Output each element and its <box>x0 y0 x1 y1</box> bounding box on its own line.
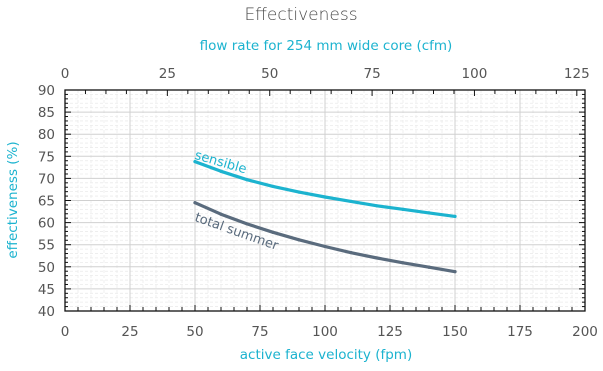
y-tick-label: 45 <box>38 282 55 298</box>
x-tick-label: 125 <box>377 324 403 340</box>
y-tick-label: 60 <box>38 216 55 232</box>
y-tick-label: 85 <box>38 105 55 121</box>
series-point <box>349 200 352 203</box>
y-tick-label: 70 <box>38 171 55 187</box>
grid <box>65 90 585 311</box>
y-tick-label: 65 <box>38 194 55 210</box>
series-point <box>193 201 196 204</box>
x-tick-label: 100 <box>312 324 338 340</box>
series-point <box>401 208 404 211</box>
x2-tick-label: 50 <box>261 66 278 82</box>
y-tick-label: 90 <box>38 83 55 99</box>
y-tick-label: 75 <box>38 149 55 165</box>
series-point <box>427 266 430 269</box>
series-point <box>323 195 326 198</box>
series-point <box>323 245 326 248</box>
y-tick-label: 50 <box>38 260 55 276</box>
chart-title: Effectiveness <box>244 5 357 25</box>
x2-tick-label: 100 <box>462 66 488 82</box>
x-tick-label: 75 <box>251 324 268 340</box>
series-point <box>271 185 274 188</box>
x-tick-label: 150 <box>442 324 468 340</box>
series-point <box>401 261 404 264</box>
top-axis-title: flow rate for 254 mm wide core (cfm) <box>200 38 453 54</box>
series-point <box>453 270 456 273</box>
series-point <box>245 178 248 181</box>
x2-tick-label: 125 <box>564 66 590 82</box>
tick-labels: 0 25 50 75 100 125 150 175 200 0 25 50 75 100 125 40 45 5… <box>38 66 598 340</box>
series-point <box>453 215 456 218</box>
x-axis-title: active face velocity (fpm) <box>240 347 412 363</box>
x2-tick-label: 25 <box>159 66 176 82</box>
x-tick-label: 175 <box>507 324 533 340</box>
series-label: sensible <box>193 148 248 177</box>
y-tick-label: 55 <box>38 238 55 254</box>
x-tick-label: 200 <box>572 324 598 340</box>
x-tick-label: 0 <box>61 324 70 340</box>
x2-tick-label: 75 <box>363 66 380 82</box>
y-tick-label: 40 <box>38 304 55 320</box>
series-point <box>297 238 300 241</box>
series-point <box>245 222 248 225</box>
series-point <box>219 213 222 216</box>
x-tick-label: 50 <box>186 324 203 340</box>
series-point <box>375 204 378 207</box>
x-tick-label: 25 <box>121 324 138 340</box>
x2-tick-label: 0 <box>61 66 70 82</box>
y-tick-label: 80 <box>38 127 55 143</box>
series-point <box>297 191 300 194</box>
series-point <box>271 231 274 234</box>
series-point <box>375 256 378 259</box>
y-axis-title: effectiveness (%) <box>5 141 21 258</box>
series-point <box>427 211 430 214</box>
series-point <box>349 251 352 254</box>
